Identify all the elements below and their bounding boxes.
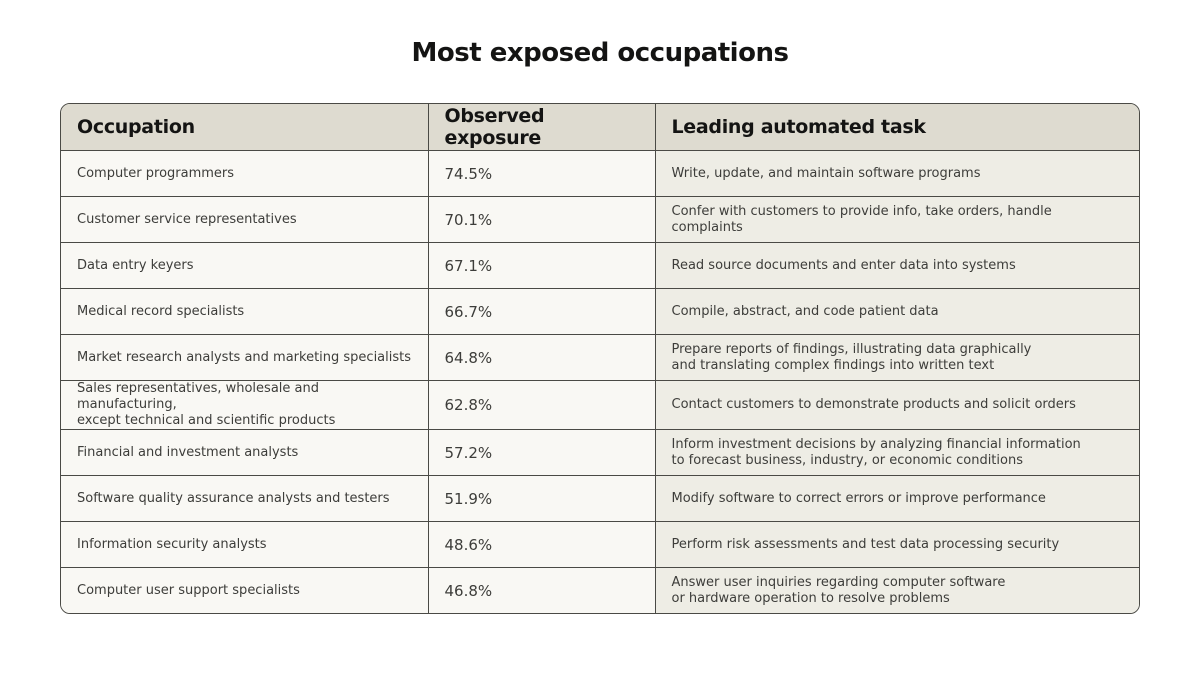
exposure-cell: 74.5% xyxy=(427,150,655,197)
table-header-row: Occupation Observed exposure Leading aut… xyxy=(61,104,1139,151)
table-row: Market research analysts and marketing s… xyxy=(61,334,1139,381)
task-cell-line: Inform investment decisions by analyzing… xyxy=(671,436,1081,452)
exposure-cell: 62.8% xyxy=(427,380,655,430)
task-cell: Perform risk assessments and test data p… xyxy=(654,521,1139,568)
occupation-cell-line: Financial and investment analysts xyxy=(77,444,299,460)
column-header-occupation: Occupation xyxy=(61,104,428,151)
page-title: Most exposed occupations xyxy=(411,38,789,68)
occupation-cell-line: Computer user support specialists xyxy=(77,582,300,598)
task-cell: Compile, abstract, and code patient data xyxy=(654,288,1139,335)
task-cell: Read source documents and enter data int… xyxy=(654,242,1139,289)
occupation-cell-line: Information security analysts xyxy=(77,536,267,552)
occupations-table: Occupation Observed exposure Leading aut… xyxy=(60,103,1140,614)
table-row: Software quality assurance analysts and … xyxy=(61,475,1139,522)
exposure-cell: 66.7% xyxy=(427,288,655,335)
exposure-cell: 57.2% xyxy=(427,429,655,476)
task-cell: Answer user inquiries regarding computer… xyxy=(654,567,1139,613)
occupation-cell-line: Customer service representatives xyxy=(77,211,297,227)
occupation-cell: Customer service representatives xyxy=(61,196,428,243)
occupation-cell: Computer user support specialists xyxy=(61,567,428,613)
table-row: Financial and investment analysts 57.2% In… xyxy=(61,429,1139,476)
task-cell: Contact customers to demonstrate product… xyxy=(654,380,1139,430)
occupation-cell: Medical record specialists xyxy=(61,288,428,335)
occupation-cell: Computer programmers xyxy=(61,150,428,197)
occupation-cell-line: Computer programmers xyxy=(77,165,235,181)
task-cell: Inform investment decisions by analyzing… xyxy=(654,429,1139,476)
occupation-cell-line: Software quality assurance analysts and … xyxy=(77,490,390,506)
occupation-cell: Sales representatives, wholesale and man… xyxy=(61,380,428,430)
occupation-cell: Market research analysts and marketing s… xyxy=(61,334,428,381)
task-cell-line: Contact customers to demonstrate product… xyxy=(671,397,1076,412)
table-row: Computer programmers 74.5% Write, update, … xyxy=(61,150,1139,197)
task-cell: Modify software to correct errors or imp… xyxy=(654,475,1139,522)
exposure-cell: 64.8% xyxy=(427,334,655,381)
task-cell-line: and translating complex findings into wr… xyxy=(671,357,995,373)
task-cell-line: Perform risk assessments and test data p… xyxy=(671,536,1060,552)
task-cell: Confer with customers to provide info, t… xyxy=(654,196,1139,243)
task-cell-line: Compile, abstract, and code patient data xyxy=(671,303,939,319)
exposure-cell: 46.8% xyxy=(427,567,655,613)
column-header-task: Leading automated task xyxy=(654,104,1139,151)
table-row: Medical record specialists 66.7% Compile, … xyxy=(61,288,1139,335)
table-row: Data entry keyers 67.1% Read source docume… xyxy=(61,242,1139,289)
table-row: Customer service representatives 70.1% Con… xyxy=(61,196,1139,243)
task-cell-line: Write, update, and maintain software pro… xyxy=(671,165,981,181)
table-row: Information security analysts 48.6% Perfor… xyxy=(61,521,1139,568)
table-row: Sales representatives, wholesale and man… xyxy=(61,380,1139,430)
task-cell-line: Confer with customers to provide info, t… xyxy=(671,203,1052,235)
task-cell-line: Answer user inquiries regarding computer… xyxy=(671,574,1006,590)
occupation-cell-line: Market research analysts and marketing s… xyxy=(77,349,412,365)
exposure-cell: 70.1% xyxy=(427,196,655,243)
task-cell-line: Read source documents and enter data int… xyxy=(671,257,1016,273)
occupation-cell-line: except technical and scientific products xyxy=(77,413,336,428)
task-cell-line: or hardware operation to resolve problem… xyxy=(671,590,950,606)
table-row: Computer user support specialists 46.8% An… xyxy=(61,567,1139,613)
task-cell: Write, update, and maintain software pro… xyxy=(654,150,1139,197)
exposure-cell: 67.1% xyxy=(427,242,655,289)
column-header-exposure: Observed exposure xyxy=(427,104,655,151)
task-cell-line: Modify software to correct errors or imp… xyxy=(671,490,1046,506)
occupation-cell-line: Data entry keyers xyxy=(77,257,194,273)
occupation-cell-line: Medical record specialists xyxy=(77,303,245,319)
exposure-cell: 51.9% xyxy=(427,475,655,522)
task-cell-line: to forecast business, industry, or econo… xyxy=(671,452,1023,468)
occupation-cell: Data entry keyers xyxy=(61,242,428,289)
occupation-cell-line: Sales representatives, wholesale and man… xyxy=(77,381,319,412)
task-cell: Prepare reports of findings, illustratin… xyxy=(654,334,1139,381)
occupation-cell: Software quality assurance analysts and … xyxy=(61,475,428,522)
occupation-cell: Information security analysts xyxy=(61,521,428,568)
task-cell-line: Prepare reports of findings, illustratin… xyxy=(671,341,1032,357)
exposure-cell: 48.6% xyxy=(427,521,655,568)
occupation-cell: Financial and investment analysts xyxy=(61,429,428,476)
